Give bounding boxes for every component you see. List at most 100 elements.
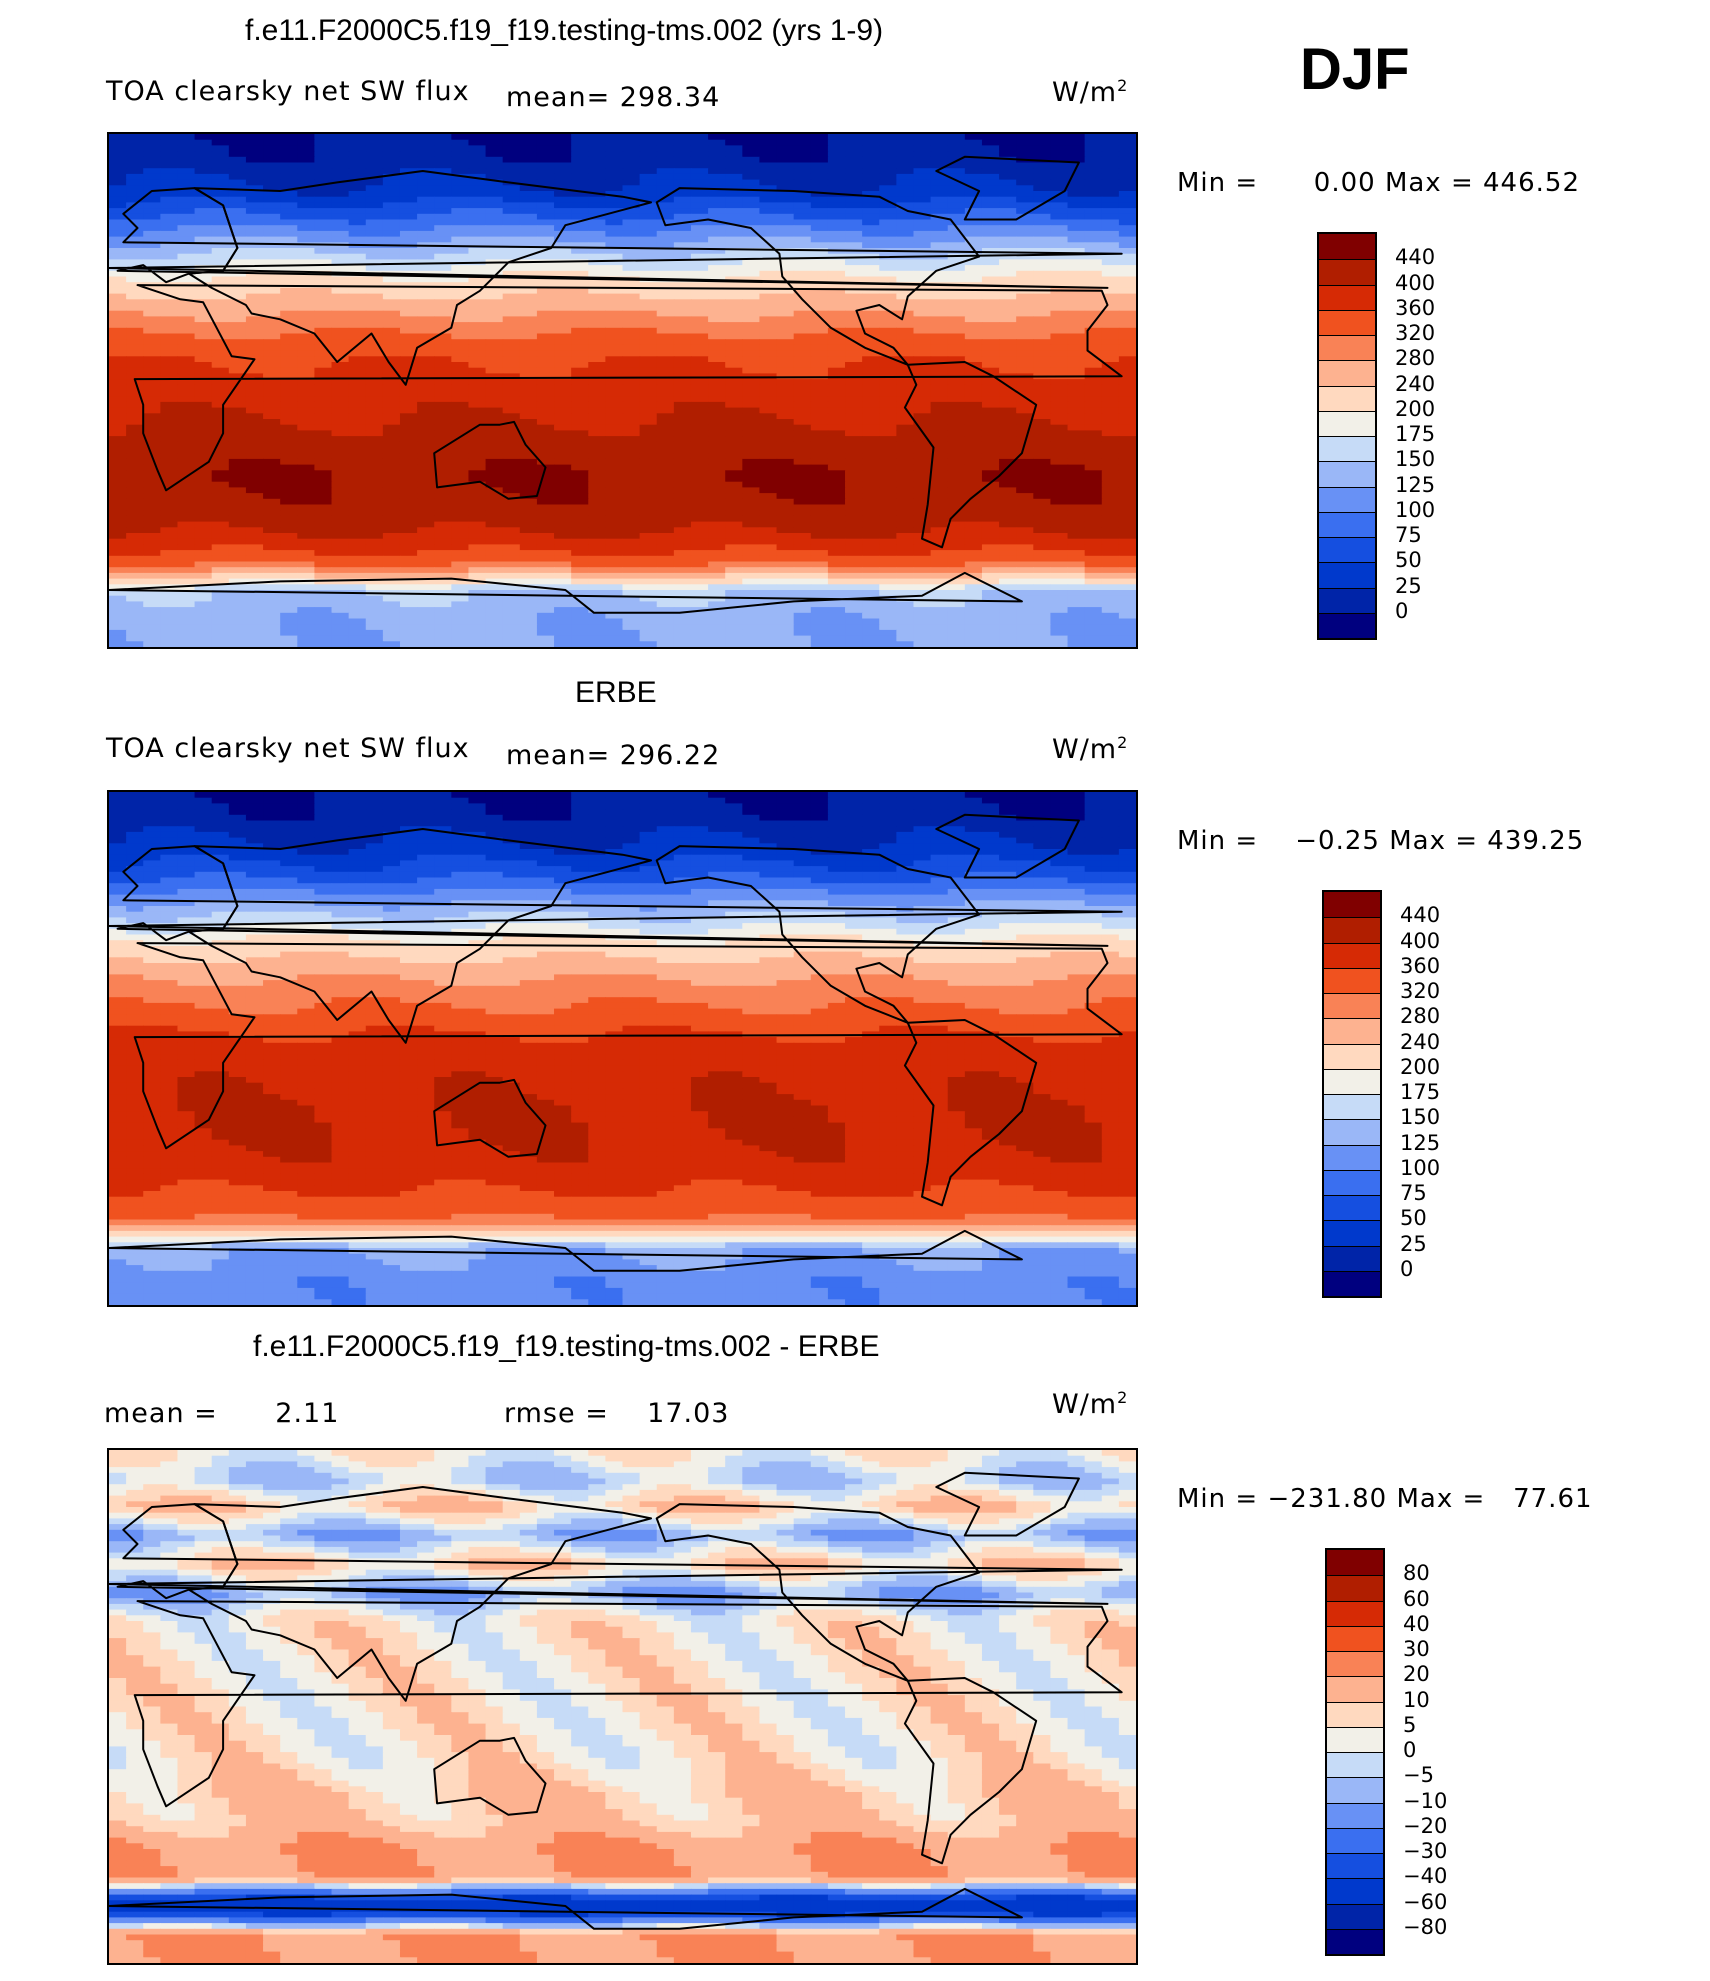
map-cell — [399, 248, 418, 255]
map-cell — [160, 208, 179, 215]
map-cell — [639, 225, 658, 232]
map-cell — [656, 185, 675, 192]
map-cell — [382, 538, 401, 545]
map-cell — [639, 350, 658, 357]
map-cell — [673, 453, 692, 460]
map-cell — [468, 595, 487, 602]
map-cell — [571, 533, 589, 540]
map-cell — [879, 413, 897, 420]
map-cell — [588, 413, 606, 420]
map-cell — [862, 424, 880, 431]
map-cell — [451, 196, 470, 203]
map-cell — [690, 379, 709, 386]
map-cell — [177, 544, 196, 551]
map-cell — [930, 510, 949, 517]
map-cell — [759, 436, 778, 443]
map-cell — [536, 379, 555, 386]
map-cell — [588, 504, 606, 511]
map-cell — [365, 527, 384, 534]
map-cell — [673, 521, 692, 528]
map-cell — [143, 527, 161, 534]
map-cell — [845, 481, 863, 488]
map-cell — [1050, 322, 1069, 329]
map-cell — [862, 515, 880, 523]
map-cell — [1033, 168, 1052, 175]
map-cell — [297, 487, 315, 494]
map-cell — [708, 458, 726, 466]
map-cell — [211, 270, 230, 278]
map-cell — [399, 413, 418, 420]
map-cell — [964, 544, 983, 551]
map-cell — [1084, 219, 1103, 226]
map-cell — [502, 310, 521, 317]
map-cell — [793, 202, 812, 209]
map-cell — [759, 236, 778, 243]
map-cell — [605, 550, 624, 557]
map-cell — [263, 515, 281, 523]
map-cell — [913, 202, 932, 209]
map-cell — [999, 458, 1017, 466]
map-cell — [708, 384, 726, 392]
map-cell — [759, 379, 778, 386]
map-cell — [571, 156, 589, 164]
map-cell — [331, 173, 350, 181]
map-cell — [519, 242, 538, 249]
map-cell — [793, 270, 812, 278]
map-cell — [1033, 384, 1052, 392]
map-cell — [742, 145, 761, 152]
map-cell — [725, 424, 743, 431]
map-cell — [1033, 265, 1052, 272]
map-cell — [160, 248, 179, 255]
map-cell — [862, 447, 880, 454]
map-cell — [228, 270, 247, 278]
map-cell — [1050, 236, 1069, 243]
map-cell — [280, 276, 298, 283]
map-cell — [468, 310, 487, 317]
map-cell — [947, 350, 966, 357]
map-cell — [1118, 550, 1136, 557]
map-cell — [999, 173, 1017, 181]
map-cell — [1067, 436, 1086, 443]
map-cell — [776, 134, 795, 141]
map-cell — [194, 544, 213, 551]
map-cell — [690, 578, 709, 585]
map-cell — [382, 259, 401, 266]
map-cell — [280, 453, 298, 460]
map-cell — [673, 162, 692, 169]
map-cell — [827, 259, 846, 266]
map-cell — [690, 248, 709, 255]
map-cell — [981, 134, 1000, 141]
map-cell — [930, 538, 949, 545]
map-cell — [1050, 151, 1069, 158]
map-cell — [143, 253, 161, 260]
map-cell — [708, 248, 726, 255]
map-cell — [331, 567, 350, 574]
map-cell — [177, 339, 196, 346]
map-cell — [913, 458, 932, 466]
map-cell — [896, 424, 915, 431]
map-cell — [1033, 173, 1052, 181]
map-cell — [827, 515, 846, 523]
map-cell — [382, 293, 401, 300]
map-cell — [759, 476, 778, 483]
map-cell — [759, 139, 778, 146]
map-cell — [126, 401, 144, 409]
map-cell — [776, 464, 795, 471]
map-cell — [502, 590, 521, 597]
map-cell — [793, 567, 812, 574]
map-cell — [947, 561, 966, 568]
map-cell — [588, 151, 606, 158]
map-cell — [417, 293, 435, 300]
map-cell — [434, 550, 452, 557]
map-cell — [1084, 134, 1103, 141]
map-cell — [143, 396, 161, 403]
map-cell — [502, 299, 521, 306]
map-cell — [263, 384, 281, 392]
map-cell — [382, 316, 401, 323]
map-cell — [399, 379, 418, 386]
map-cell — [160, 533, 179, 540]
map-cell — [143, 151, 161, 158]
map-cell — [690, 567, 709, 574]
map-cell — [793, 185, 812, 192]
map-cell — [109, 607, 127, 614]
